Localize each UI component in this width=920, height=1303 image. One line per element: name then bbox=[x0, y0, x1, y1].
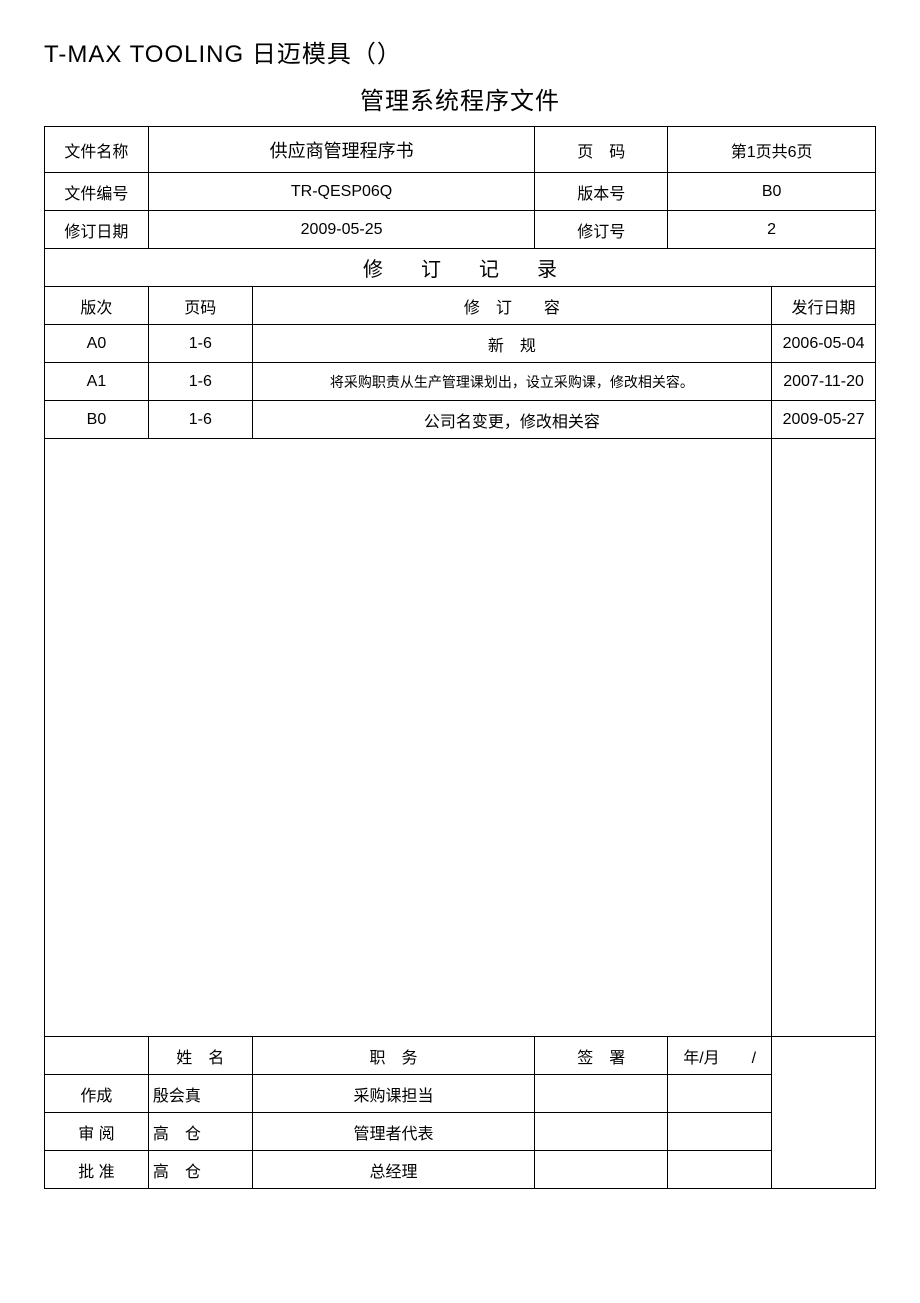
signoff-row: 审 阅 高 仓 管理者代表 bbox=[45, 1113, 876, 1151]
sig-role: 作成 bbox=[45, 1082, 148, 1106]
label-rev-no: 修订号 bbox=[535, 218, 667, 242]
col-version: 版次 bbox=[45, 294, 148, 318]
col-issue-date: 发行日期 bbox=[772, 294, 875, 318]
label-file-name: 文件名称 bbox=[45, 138, 148, 162]
sig-role: 审 阅 bbox=[45, 1120, 148, 1144]
revision-header-row: 版次 页码 修 订 容 发行日期 bbox=[45, 287, 876, 325]
rev-date: 2006-05-04 bbox=[772, 335, 875, 353]
header-row-filename: 文件名称 供应商管理程序书 页 码 第1页共6页 bbox=[45, 127, 876, 173]
rev-version: A0 bbox=[45, 335, 148, 353]
col-sign: 签 署 bbox=[535, 1044, 667, 1068]
header-row-revdate: 修订日期 2009-05-25 修订号 2 bbox=[45, 211, 876, 249]
value-version-no: B0 bbox=[668, 183, 875, 201]
value-rev-no: 2 bbox=[668, 221, 875, 239]
rev-page: 1-6 bbox=[149, 373, 252, 391]
value-file-no: TR-QESP06Q bbox=[149, 183, 534, 201]
sig-post: 采购课担当 bbox=[253, 1082, 535, 1106]
revision-row: A1 1-6 将采购职责从生产管理课划出，设立采购课，修改相关容。 2007-1… bbox=[45, 363, 876, 401]
col-date: 年/月 / bbox=[668, 1044, 771, 1068]
signoff-row: 作成 殷会真 采购课担当 bbox=[45, 1075, 876, 1113]
sig-role: 批 准 bbox=[45, 1158, 148, 1182]
revision-row: B0 1-6 公司名变更，修改相关容 2009-05-27 bbox=[45, 401, 876, 439]
col-page: 页码 bbox=[149, 294, 252, 318]
col-content: 修 订 容 bbox=[253, 294, 771, 318]
col-name: 姓 名 bbox=[149, 1044, 252, 1068]
label-file-no: 文件编号 bbox=[45, 180, 148, 204]
doc-main-title: 管理系统程序文件 bbox=[44, 81, 876, 116]
sig-post: 总经理 bbox=[253, 1158, 535, 1182]
revision-section-title: 修订记录 bbox=[45, 253, 875, 282]
rev-date: 2009-05-27 bbox=[772, 411, 875, 429]
empty-body-row bbox=[45, 439, 876, 1037]
signoff-row: 批 准 高 仓 总经理 bbox=[45, 1151, 876, 1189]
label-rev-date: 修订日期 bbox=[45, 218, 148, 242]
sig-name: 高 仓 bbox=[149, 1158, 252, 1182]
rev-content: 新 规 bbox=[253, 332, 771, 356]
revision-row: A0 1-6 新 规 2006-05-04 bbox=[45, 325, 876, 363]
label-version-no: 版本号 bbox=[535, 180, 667, 204]
sig-name: 高 仓 bbox=[149, 1120, 252, 1144]
company-title: T-MAX TOOLING 日迈模具（） bbox=[44, 34, 876, 69]
rev-date: 2007-11-20 bbox=[772, 373, 875, 391]
value-file-name: 供应商管理程序书 bbox=[149, 137, 534, 163]
signoff-header-row: 姓 名 职 务 签 署 年/月 / bbox=[45, 1037, 876, 1075]
rev-content: 将采购职责从生产管理课划出，设立采购课，修改相关容。 bbox=[253, 372, 771, 392]
rev-content: 公司名变更，修改相关容 bbox=[253, 408, 771, 432]
rev-version: B0 bbox=[45, 411, 148, 429]
sig-name: 殷会真 bbox=[149, 1082, 252, 1106]
value-page-code: 第1页共6页 bbox=[668, 138, 875, 162]
sig-post: 管理者代表 bbox=[253, 1120, 535, 1144]
col-post: 职 务 bbox=[253, 1044, 535, 1068]
label-page-code: 页 码 bbox=[535, 138, 667, 162]
value-rev-date: 2009-05-25 bbox=[149, 221, 534, 239]
document-table: 文件名称 供应商管理程序书 页 码 第1页共6页 文件编号 TR-QESP06Q… bbox=[44, 126, 876, 1189]
rev-version: A1 bbox=[45, 373, 148, 391]
rev-page: 1-6 bbox=[149, 335, 252, 353]
revision-title-row: 修订记录 bbox=[45, 249, 876, 287]
header-row-fileno: 文件编号 TR-QESP06Q 版本号 B0 bbox=[45, 173, 876, 211]
rev-page: 1-6 bbox=[149, 411, 252, 429]
